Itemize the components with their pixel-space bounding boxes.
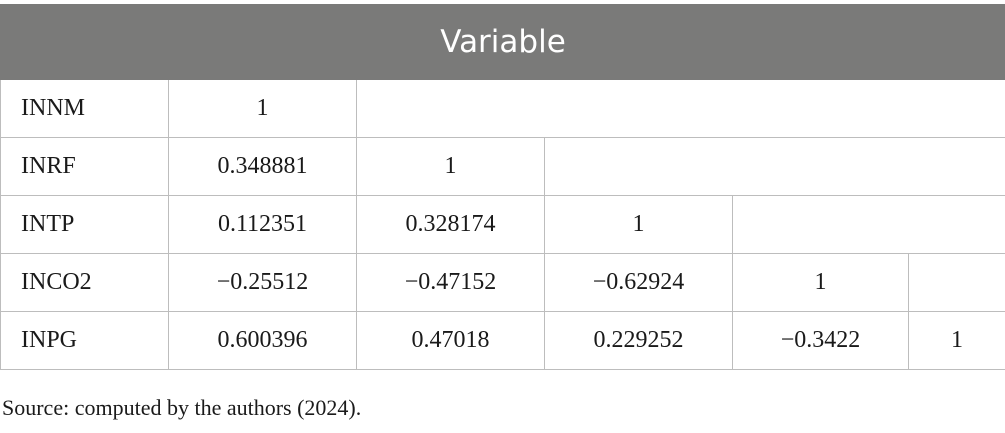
table-row: INNM 1	[0, 79, 1005, 138]
empty-cell	[731, 195, 1005, 254]
correlation-table-container: Variable INNM 1 INRF 0.348881 1 INTP 0.1…	[0, 4, 1005, 370]
table-cell: 0.600396	[168, 311, 357, 370]
empty-cell	[543, 137, 1005, 196]
table-header-row: Variable	[0, 4, 1005, 80]
row-label: INCO2	[0, 253, 169, 312]
table-row: INRF 0.348881 1	[0, 137, 1005, 196]
row-label: INPG	[0, 311, 169, 370]
table-row: INCO2 −0.25512 −0.47152 −0.62924 1	[0, 253, 1005, 312]
table-cell: −0.47152	[356, 253, 545, 312]
source-note: Source: computed by the authors (2024).	[2, 395, 362, 420]
table-cell: 0.328174	[356, 195, 545, 254]
table-cell: −0.25512	[168, 253, 357, 312]
correlation-table: Variable INNM 1 INRF 0.348881 1 INTP 0.1…	[0, 4, 1005, 370]
table-cell: 1	[356, 137, 545, 196]
table-cell: 1	[544, 195, 733, 254]
table-cell: 1	[168, 79, 357, 138]
table-cell: −0.3422	[732, 311, 909, 370]
empty-cell	[355, 79, 1005, 138]
table-cell: 0.112351	[168, 195, 357, 254]
table-cell: 0.348881	[168, 137, 357, 196]
table-cell: 1	[907, 311, 1005, 370]
empty-cell	[907, 253, 1005, 312]
table-row: INPG 0.600396 0.47018 0.229252 −0.3422 1	[0, 311, 1005, 370]
table-cell: 0.47018	[356, 311, 545, 370]
row-label: INNM	[0, 79, 169, 138]
table-cell: 0.229252	[544, 311, 733, 370]
table-header-variable: Variable	[0, 4, 1005, 80]
row-label: INRF	[0, 137, 169, 196]
table-cell: −0.62924	[544, 253, 733, 312]
table-cell: 1	[732, 253, 909, 312]
row-label: INTP	[0, 195, 169, 254]
table-row: INTP 0.112351 0.328174 1	[0, 195, 1005, 254]
